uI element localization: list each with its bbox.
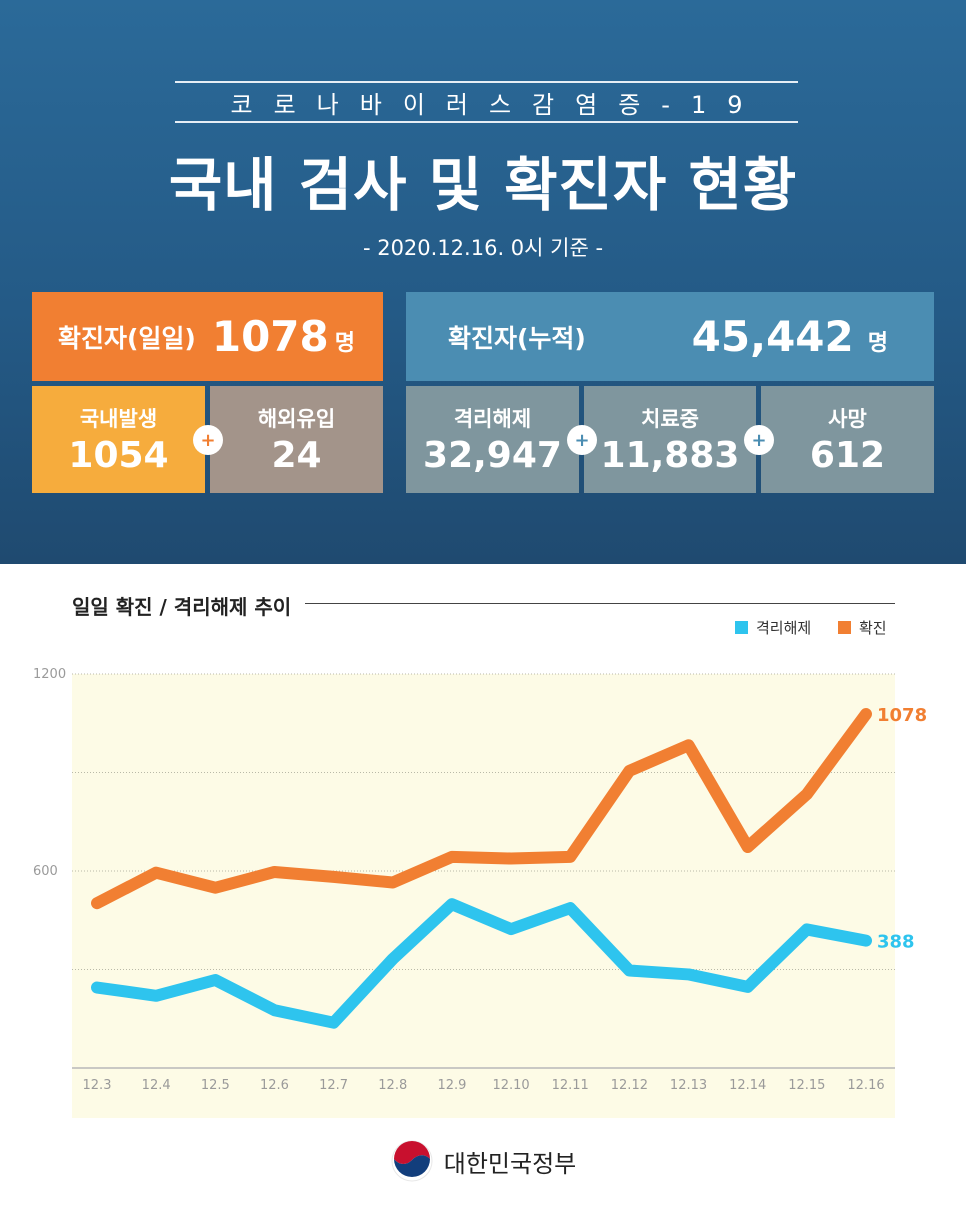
released-label: 격리해제	[453, 407, 532, 431]
x-tick-label: 12.12	[611, 1078, 648, 1093]
y-tick-label: 1200	[33, 667, 66, 682]
treatment-box: 치료중 11,883	[584, 386, 756, 493]
confirmed-data-point	[214, 887, 216, 889]
confirmed-data-point	[628, 770, 630, 772]
date-line: - 2020.12.16. 0시 기준 -	[362, 236, 604, 260]
plus-icon: +	[567, 425, 597, 455]
x-tick-label: 12.7	[319, 1078, 348, 1093]
chart-title: 일일 확진 / 격리해제 추이	[72, 595, 292, 619]
x-tick-label: 12.9	[437, 1078, 466, 1093]
x-tick-label: 12.15	[788, 1078, 825, 1093]
released-data-point	[510, 928, 512, 930]
domestic-label: 국내발생	[79, 407, 158, 431]
cumulative-confirmed-box: 확진자(누적) 45,442 명	[406, 292, 934, 381]
x-tick-label: 12.14	[729, 1078, 766, 1093]
header-panel: 코로나바이러스감염증-19 국내 검사 및 확진자 현황 - 2020.12.1…	[0, 0, 966, 564]
plot-background	[72, 674, 895, 1118]
y-axis-ticks: 1200 600	[33, 667, 66, 879]
government-emblem-icon	[391, 1140, 433, 1182]
released-data-point	[628, 969, 630, 971]
x-tick-label: 12.13	[670, 1078, 707, 1093]
x-tick-label: 12.4	[142, 1078, 171, 1093]
legend-swatch-confirmed	[838, 621, 851, 634]
released-data-point	[214, 979, 216, 981]
released-value: 32,947	[423, 435, 562, 476]
released-end-label: 388	[877, 932, 915, 953]
series-lines	[91, 708, 872, 1029]
confirmed-data-point	[392, 881, 394, 883]
released-data-point	[451, 903, 453, 905]
x-tick-label: 12.16	[847, 1078, 884, 1093]
released-data-point	[688, 973, 690, 975]
daily-confirmed-unit: 명	[334, 330, 356, 356]
released-box: 격리해제 32,947	[406, 386, 579, 493]
confirmed-data-point	[96, 902, 98, 904]
confirmed-end-label: 1078	[877, 705, 927, 726]
confirmed-data-point	[510, 858, 512, 860]
released-data-point	[333, 1022, 335, 1024]
released-data-point	[273, 1009, 275, 1011]
legend-item-released: 격리해제	[735, 617, 811, 638]
domestic-value: 1054	[68, 435, 169, 476]
subtitle-frame: 코로나바이러스감염증-19	[175, 81, 798, 123]
footer: 대한민국정부	[0, 1136, 966, 1186]
x-tick-label: 12.5	[201, 1078, 230, 1093]
confirmed-data-point	[747, 846, 749, 848]
legend-label-released: 격리해제	[756, 619, 812, 637]
confirmed-data-point	[451, 856, 453, 858]
end-labels: 388 1078	[877, 705, 927, 953]
released-data-point	[155, 995, 157, 997]
overseas-value: 24	[271, 435, 322, 476]
domestic-box: 국내발생 1054	[32, 386, 205, 493]
confirmed-data-point	[806, 793, 808, 795]
x-tick-label: 12.3	[83, 1078, 112, 1093]
treatment-value: 11,883	[600, 435, 740, 476]
daily-confirmed-box: 확진자(일일) 1078 명	[32, 292, 383, 381]
legend-label-confirmed: 확진	[859, 619, 887, 637]
released-data-point	[569, 907, 571, 909]
overseas-label: 해외유입	[257, 407, 336, 431]
released-data-point	[806, 928, 808, 930]
released-data-point	[747, 986, 749, 988]
subtitle: 코로나바이러스감염증-19	[230, 90, 764, 119]
confirmed-data-point	[273, 871, 275, 873]
deaths-box: 사망 612	[761, 386, 934, 493]
confirmed-data-point	[569, 856, 571, 858]
released-data-point	[96, 987, 98, 989]
released-data-point	[392, 958, 394, 960]
x-tick-label: 12.8	[378, 1078, 407, 1093]
released-data-point	[865, 940, 867, 942]
legend-swatch-released	[735, 621, 748, 634]
x-tick-label: 12.6	[260, 1078, 289, 1093]
overseas-box: 해외유입 24	[210, 386, 383, 493]
plus-icon: +	[744, 425, 774, 455]
confirmed-data-point	[155, 872, 157, 874]
x-tick-label: 12.11	[552, 1078, 589, 1093]
confirmed-data-point	[333, 876, 335, 878]
deaths-value: 612	[809, 435, 886, 476]
x-tick-label: 12.10	[492, 1078, 529, 1093]
confirmed-data-point	[865, 713, 867, 715]
daily-confirmed-value: 1078	[211, 312, 329, 361]
treatment-label: 치료중	[641, 407, 699, 431]
page-title: 국내 검사 및 확진자 현황	[168, 151, 798, 219]
legend-item-confirmed: 확진	[838, 617, 887, 638]
y-tick-label: 600	[33, 864, 58, 879]
cumulative-confirmed-value: 45,442	[691, 312, 854, 361]
deaths-label: 사망	[828, 407, 867, 431]
gridlines	[72, 673, 895, 1069]
x-axis-ticks: 12.3 12.4 12.5 12.6 12.7 12.8 12.9 12.10 12.11 12…	[83, 1078, 885, 1093]
confirmed-series-line	[91, 708, 872, 910]
released-series-line	[91, 898, 872, 1029]
cumulative-confirmed-unit: 명	[867, 330, 888, 356]
government-name: 대한민국정부	[443, 1149, 577, 1178]
daily-confirmed-label: 확진자(일일)	[58, 323, 196, 353]
confirmed-data-point	[688, 744, 690, 746]
cumulative-confirmed-label: 확진자(누적)	[448, 323, 586, 353]
chart-title-rule	[305, 603, 895, 604]
plus-icon: +	[193, 425, 223, 455]
